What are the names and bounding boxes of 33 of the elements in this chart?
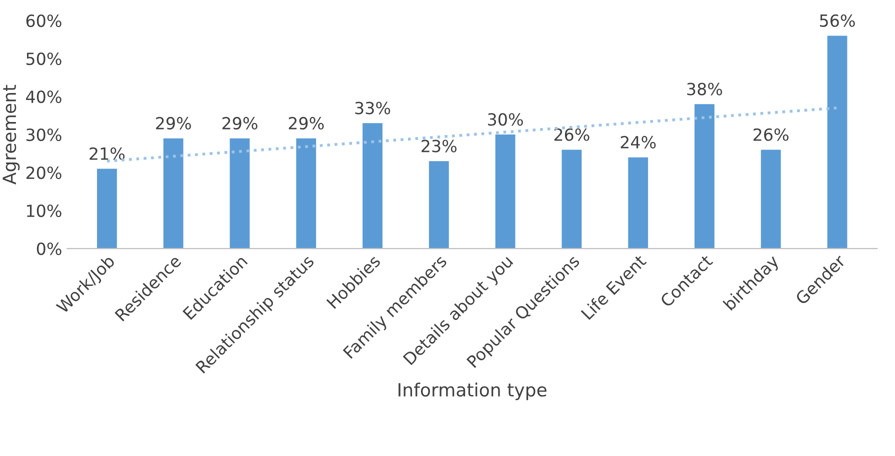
bar <box>562 150 582 249</box>
data-label: 29% <box>156 116 191 130</box>
data-label: 29% <box>288 116 324 130</box>
bar <box>628 157 648 249</box>
y-tick-label: 0% <box>36 242 62 256</box>
x-axis-title: Information type <box>398 382 546 400</box>
bar <box>694 104 714 249</box>
y-axis-title: Agreement <box>2 84 20 185</box>
bar <box>428 161 449 249</box>
bar <box>97 168 117 249</box>
bar <box>827 36 848 249</box>
data-label: 56% <box>820 14 855 27</box>
bar <box>163 138 184 249</box>
data-label: 30% <box>488 113 523 126</box>
y-tick-label: 10% <box>27 204 62 218</box>
bar <box>760 150 781 249</box>
y-tick-label: 50% <box>26 52 62 66</box>
y-tick-label: 30% <box>26 128 62 142</box>
y-tick-label: 20% <box>26 166 62 180</box>
data-label: 23% <box>422 140 457 152</box>
y-tick-label: 40% <box>26 90 62 104</box>
y-tick-label: 60% <box>26 14 62 28</box>
bar <box>230 138 250 249</box>
bar <box>296 138 316 249</box>
bar <box>362 123 382 249</box>
data-label: 21% <box>90 147 125 160</box>
bar <box>495 134 516 249</box>
data-label: 38% <box>687 82 722 96</box>
data-label: 24% <box>620 136 656 149</box>
data-label: 26% <box>754 128 788 141</box>
data-label: 33% <box>355 102 390 114</box>
data-label: 26% <box>554 128 590 141</box>
data-label: 29% <box>222 116 258 130</box>
